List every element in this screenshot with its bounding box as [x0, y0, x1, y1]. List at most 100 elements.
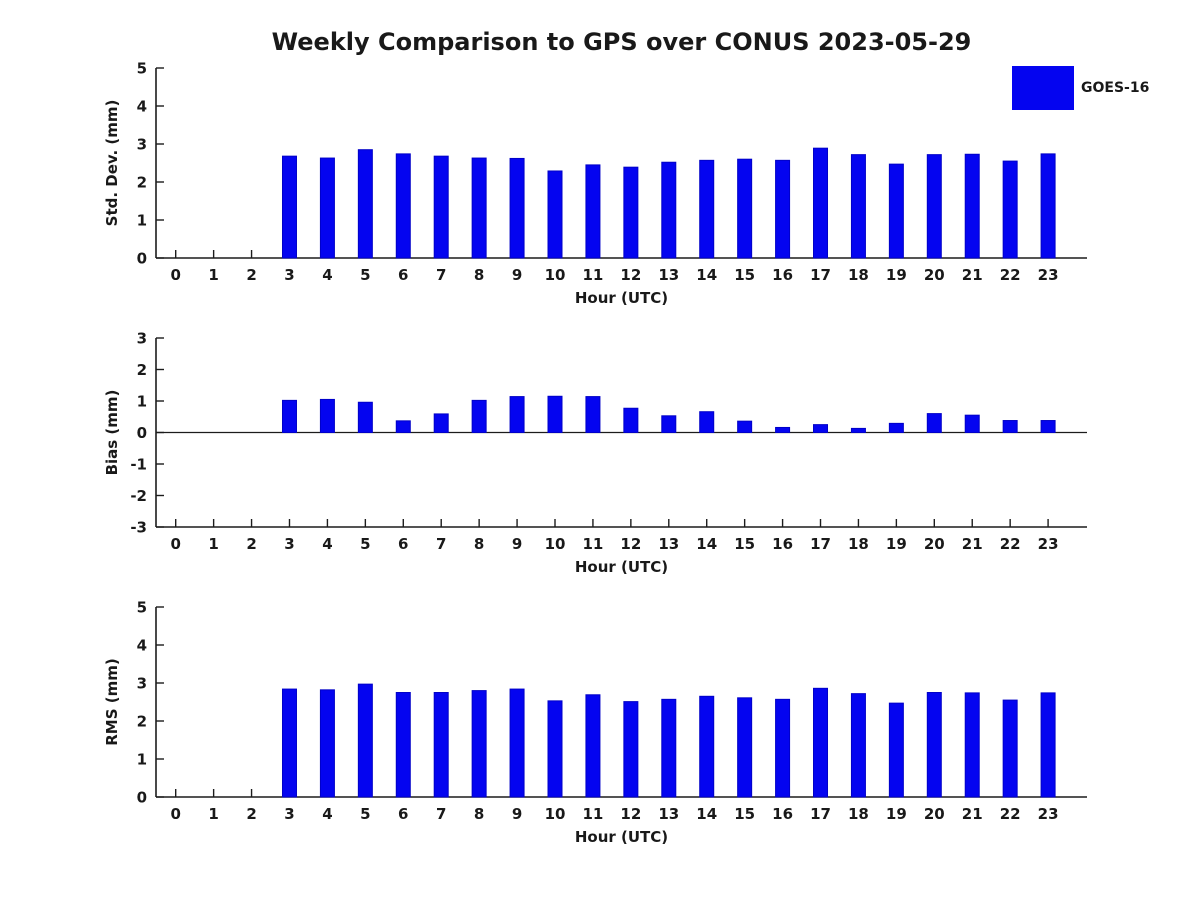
x-tick-label: 4: [322, 266, 332, 284]
bar-hour-21: [964, 153, 980, 259]
bar-hour-19: [888, 702, 904, 798]
bar-hour-12: [623, 701, 639, 798]
bar-hour-16: [775, 159, 791, 259]
bar-hour-6: [395, 153, 411, 259]
y-tick-label: 4: [137, 98, 147, 116]
x-axis-label: Hour (UTC): [575, 289, 668, 307]
bar-hour-11: [585, 164, 601, 259]
bar-hour-4: [319, 398, 335, 433]
x-tick-label: 13: [658, 805, 679, 823]
y-tick-label: 2: [137, 713, 147, 731]
y-tick-label: 4: [137, 637, 147, 655]
y-tick-label: 5: [137, 599, 147, 617]
x-tick-label: 22: [1000, 535, 1021, 553]
y-tick-label: 1: [137, 751, 147, 769]
bar-hour-8: [471, 157, 487, 259]
y-axis-label: Bias (mm): [103, 390, 121, 476]
bar-hour-16: [775, 426, 791, 433]
bar-hour-5: [357, 401, 373, 434]
x-tick-label: 4: [322, 535, 332, 553]
x-tick-label: 11: [582, 535, 603, 553]
bar-hour-23: [1040, 692, 1056, 798]
y-tick-label: 3: [137, 330, 147, 348]
bar-hour-9: [509, 157, 525, 259]
x-tick-label: 20: [924, 805, 945, 823]
x-tick-label: 10: [545, 266, 566, 284]
x-tick-label: 2: [246, 805, 256, 823]
bar-hour-17: [813, 687, 829, 798]
x-tick-label: 7: [436, 535, 446, 553]
y-tick-label: 0: [137, 424, 147, 442]
bar-hour-8: [471, 690, 487, 798]
bar-hour-15: [737, 420, 753, 434]
bar-hour-19: [888, 422, 904, 433]
bar-hour-21: [964, 414, 980, 433]
bar-hour-13: [661, 698, 677, 798]
bar-hour-5: [357, 149, 373, 259]
x-tick-label: 20: [924, 535, 945, 553]
x-tick-label: 21: [962, 266, 983, 284]
x-tick-label: 18: [848, 805, 869, 823]
bar-hour-15: [737, 158, 753, 259]
y-tick-label: 1: [137, 393, 147, 411]
bar-hour-12: [623, 407, 639, 433]
bar-hour-23: [1040, 153, 1056, 259]
bar-hour-18: [850, 427, 866, 433]
x-tick-label: 8: [474, 266, 484, 284]
bar-hour-7: [433, 413, 449, 434]
x-tick-label: 1: [208, 266, 218, 284]
x-tick-label: 4: [322, 805, 332, 823]
bar-hour-3: [281, 399, 297, 433]
bar-hour-14: [699, 411, 715, 433]
bar-hour-3: [281, 688, 297, 798]
bar-hour-22: [1002, 420, 1018, 433]
x-tick-label: 17: [810, 266, 831, 284]
bar-hour-20: [926, 413, 942, 434]
bar-hour-14: [699, 159, 715, 259]
bar-hour-15: [737, 697, 753, 798]
x-tick-label: 2: [246, 266, 256, 284]
x-tick-label: 5: [360, 805, 370, 823]
y-tick-label: 3: [137, 675, 147, 693]
x-tick-label: 17: [810, 805, 831, 823]
y-tick-label: -3: [130, 519, 147, 537]
x-tick-label: 17: [810, 535, 831, 553]
x-tick-label: 11: [582, 805, 603, 823]
x-tick-label: 19: [886, 805, 907, 823]
x-tick-label: 23: [1038, 535, 1059, 553]
x-tick-label: 22: [1000, 805, 1021, 823]
y-tick-label: -2: [130, 487, 147, 505]
x-tick-label: 23: [1038, 805, 1059, 823]
bar-hour-22: [1002, 160, 1018, 259]
x-tick-label: 18: [848, 266, 869, 284]
legend-swatch-goes16: [1012, 66, 1074, 110]
x-tick-label: 15: [734, 266, 755, 284]
x-tick-label: 21: [962, 535, 983, 553]
bar-hour-21: [964, 692, 980, 798]
x-tick-label: 0: [170, 805, 180, 823]
bar-hour-4: [319, 689, 335, 798]
x-tick-label: 0: [170, 535, 180, 553]
bar-hour-14: [699, 695, 715, 798]
bar-hour-17: [813, 147, 829, 259]
x-tick-label: 7: [436, 266, 446, 284]
x-tick-label: 11: [582, 266, 603, 284]
x-tick-label: 6: [398, 805, 408, 823]
x-axis-label: Hour (UTC): [575, 558, 668, 576]
bar-hour-10: [547, 170, 563, 259]
y-tick-label: 3: [137, 136, 147, 154]
bar-hour-19: [888, 163, 904, 259]
bar-hour-11: [585, 396, 601, 433]
bar-hour-7: [433, 155, 449, 259]
bar-hour-10: [547, 395, 563, 433]
x-tick-label: 14: [696, 805, 717, 823]
y-axis-label: RMS (mm): [103, 658, 121, 745]
x-tick-label: 16: [772, 535, 793, 553]
x-tick-label: 19: [886, 266, 907, 284]
x-tick-label: 6: [398, 266, 408, 284]
x-tick-label: 12: [620, 266, 641, 284]
x-tick-label: 5: [360, 266, 370, 284]
x-tick-label: 16: [772, 805, 793, 823]
legend-label: GOES-16: [1081, 80, 1150, 96]
